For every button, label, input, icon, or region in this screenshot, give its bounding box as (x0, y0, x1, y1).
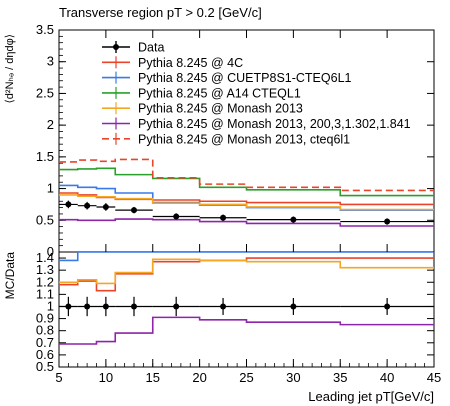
legend-label: Pythia 8.245 @ A14 CTEQL1 (138, 86, 301, 100)
x-axis-label: Leading jet pT[GeV/c] (308, 389, 434, 404)
legend-entry: Data (102, 41, 164, 55)
y-tick-label: 3 (47, 54, 54, 69)
y-tick-label: 0.8 (36, 323, 54, 338)
legend-label: Pythia 8.245 @ Monash 2013, cteq6l1 (138, 132, 350, 146)
main-series-group (59, 158, 434, 227)
series-line-1 (59, 252, 434, 262)
y-tick-label: 1.1 (36, 286, 54, 301)
x-tick-label: 45 (427, 370, 441, 385)
ratio-y-axis-label: MC/Data (3, 252, 17, 300)
ratio-panel: 0.50.60.70.80.911.11.21.31.4 5 10 15 20 25 30… (3, 30, 441, 404)
y-tick-label: 1.3 (36, 262, 54, 277)
x-tick-label: 10 (99, 370, 113, 385)
x-tick-label: 15 (146, 370, 160, 385)
y-tick-label: 1 (47, 298, 54, 313)
data-point (102, 303, 109, 310)
main-title: Transverse region pT > 0.2 [GeV/c] (59, 5, 262, 20)
data-point (173, 303, 180, 310)
y-tick-label: 2 (47, 117, 54, 132)
y-tick-label: 1 (47, 181, 54, 196)
data-point (65, 303, 72, 310)
y-tick-label: 1.5 (36, 149, 54, 164)
legend-label: Data (138, 41, 164, 55)
series-line-5 (59, 158, 434, 192)
main-panel: 0 0.5 1 1.5 2 2.5 3 3.5 Transverse region pT > … (4, 5, 435, 259)
main-y-axis-label: ⟨d²Nₕₔ / dηdφ⟩ (4, 34, 16, 104)
y-tick-label: 3.5 (36, 22, 54, 37)
data-point (220, 214, 227, 221)
y-tick-label: 0.9 (36, 311, 54, 326)
data-point (131, 207, 137, 214)
main-data-points (59, 200, 434, 225)
y-tick-label: 2.5 (36, 85, 54, 100)
series-line-4 (59, 316, 434, 345)
legend-entry: Pythia 8.245 @ Monash 2013, cteq6l1 (102, 132, 350, 146)
data-point (102, 203, 109, 210)
legend-entry: Pythia 8.245 @ 4C (102, 56, 243, 70)
data-point (290, 216, 297, 223)
series-line-0 (59, 257, 434, 292)
y-tick-label: 1.4 (36, 250, 54, 265)
legend-label: Pythia 8.245 @ Monash 2013 (138, 102, 303, 116)
x-tick-label: 25 (239, 370, 253, 385)
data-point (220, 303, 227, 310)
data-point (65, 201, 72, 208)
legend-label: Pythia 8.245 @ Monash 2013, 200,3,1.302,… (138, 117, 411, 131)
ratio-panel-frame (58, 251, 435, 368)
x-tick-label: 35 (333, 370, 347, 385)
legend-entry: Pythia 8.245 @ Monash 2013 (102, 102, 303, 116)
legend-label: Pythia 8.245 @ CUETP8S1-CTEQ6L1 (138, 71, 352, 85)
ratio-y-axis: 0.50.60.70.80.911.11.21.31.4 (36, 250, 434, 374)
legend-swatch-marker (113, 44, 119, 50)
y-tick-label: 1.2 (36, 274, 54, 289)
x-tick-label: 40 (380, 370, 394, 385)
legend-entry: Pythia 8.245 @ CUETP8S1-CTEQ6L1 (102, 71, 352, 85)
y-tick-label: 0.5 (36, 212, 54, 227)
series-line-4 (59, 218, 434, 227)
y-tick-label: 0.6 (36, 347, 54, 362)
main-y-axis: 0 0.5 1 1.5 2 2.5 3 3.5 (36, 22, 434, 259)
ratio-series-group (59, 252, 434, 345)
data-point (173, 213, 180, 220)
data-point (84, 202, 91, 209)
legend-label: Pythia 8.245 @ 4C (138, 56, 243, 70)
ratio-data-points (59, 296, 434, 317)
data-point (384, 218, 391, 225)
y-tick-label: 0 (47, 244, 54, 259)
data-point (131, 303, 137, 310)
data-point (84, 303, 91, 310)
legend-entry: Pythia 8.245 @ A14 CTEQL1 (102, 86, 301, 100)
data-point (290, 303, 297, 310)
series-line-3 (59, 258, 434, 285)
y-tick-label: 0.5 (36, 359, 54, 374)
data-point (384, 303, 391, 310)
series-line-3 (59, 194, 434, 211)
x-tick-label: 20 (192, 370, 206, 385)
legend-entry: Pythia 8.245 @ Monash 2013, 200,3,1.302,… (102, 117, 411, 131)
x-axis: 5 10 15 20 25 30 35 40 45 (55, 30, 441, 385)
y-tick-label: 0.7 (36, 335, 54, 350)
x-tick-label: 30 (286, 370, 300, 385)
x-tick-label: 5 (55, 370, 62, 385)
